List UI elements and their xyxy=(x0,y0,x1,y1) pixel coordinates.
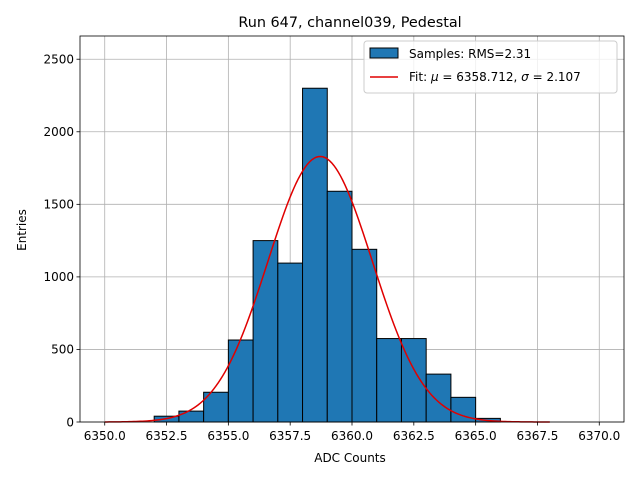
legend-box xyxy=(363,40,618,94)
x-tick-label: 6367.5 xyxy=(516,429,558,443)
y-tick-label: 2000 xyxy=(43,125,74,139)
x-tick-label: 6360.0 xyxy=(331,429,373,443)
x-tick-label: 6355.0 xyxy=(207,429,249,443)
y-tick-label: 0 xyxy=(66,415,74,429)
legend-label-fit: Fit: μ = 6358.712, σ = 2.107 xyxy=(409,70,581,84)
fit-curve xyxy=(104,155,550,423)
histogram-bar xyxy=(302,87,328,423)
histogram-bar xyxy=(425,373,452,423)
x-tick-label: 6370.0 xyxy=(578,429,620,443)
histogram-bars xyxy=(153,87,501,423)
x-tick-label: 6365.0 xyxy=(455,429,497,443)
chart-title: Run 647, channel039, Pedestal xyxy=(238,15,461,31)
x-axis-label: ADC Counts xyxy=(314,451,386,465)
x-tick-label: 6362.5 xyxy=(393,429,435,443)
legend: Samples: RMS=2.31 Fit: μ = 6358.712, σ =… xyxy=(363,40,618,94)
histogram-bar xyxy=(227,339,254,423)
y-tick-label: 1000 xyxy=(43,270,74,284)
histogram-bar xyxy=(178,410,205,423)
x-tick-label: 6350.0 xyxy=(84,429,126,443)
fit-curve-layer xyxy=(104,155,550,423)
axis-ticks: 6350.0 6352.5 6355.0 6357.5 6360.0 6362.5 6365… xyxy=(43,53,620,443)
histogram-bar xyxy=(326,190,353,423)
y-axis-label: Entries xyxy=(15,209,29,251)
x-tick-label: 6352.5 xyxy=(146,429,188,443)
y-tick-label: 1500 xyxy=(43,198,74,212)
legend-swatch-samples xyxy=(369,47,399,59)
legend-label-samples: Samples: RMS=2.31 xyxy=(409,47,531,61)
histogram-bar xyxy=(376,338,402,423)
x-tick-label: 6357.5 xyxy=(269,429,311,443)
y-tick-label: 500 xyxy=(51,343,74,357)
histogram-bar xyxy=(277,262,304,423)
y-tick-label: 2500 xyxy=(43,53,74,67)
histogram-bar xyxy=(351,248,378,423)
